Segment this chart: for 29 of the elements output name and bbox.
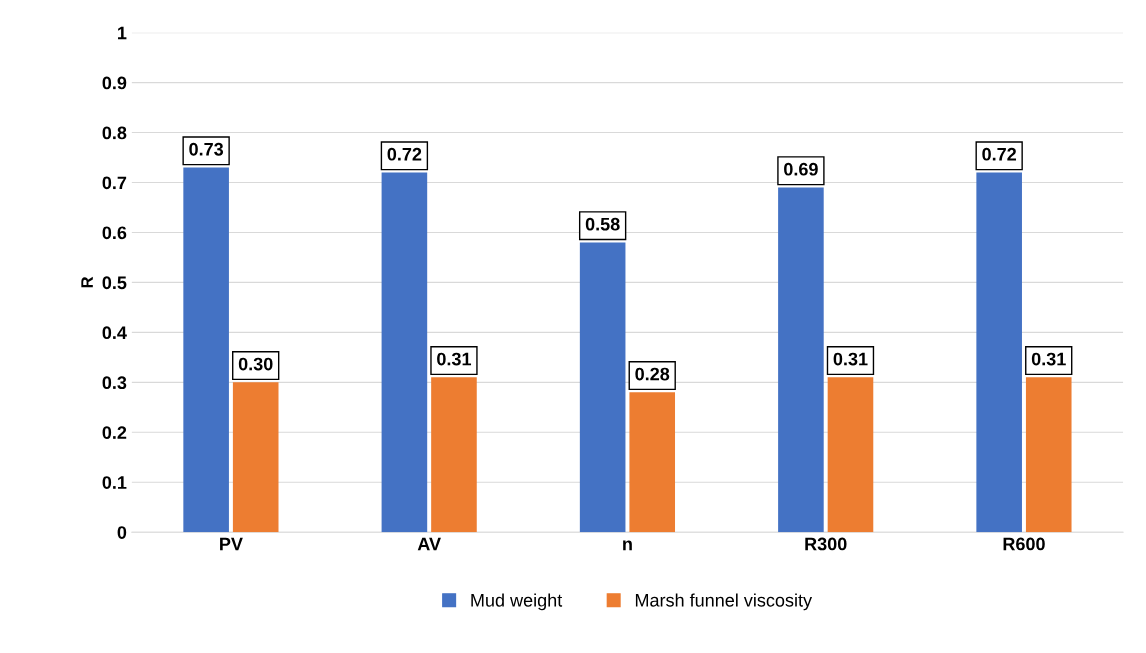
- legend-label: Marsh funnel viscosity: [635, 593, 813, 611]
- data-label: 0.31: [833, 352, 868, 366]
- data-label: 0.28: [635, 367, 670, 381]
- data-label: 0.31: [1031, 352, 1066, 366]
- x-tick-label: AV: [417, 537, 441, 551]
- data-label: 0.73: [189, 142, 224, 156]
- y-tick-label: 0.2: [102, 426, 127, 440]
- y-tick-label: 1: [118, 26, 127, 40]
- y-tick-label: 0.5: [102, 276, 127, 290]
- data-label: 0.31: [437, 352, 472, 366]
- y-tick-label: 0.7: [102, 176, 127, 190]
- y-tick-label: 0.3: [102, 376, 127, 390]
- data-label: 0.72: [982, 147, 1017, 161]
- data-label: 0.58: [585, 217, 620, 231]
- x-tick-label: n: [623, 540, 632, 551]
- y-tick-label: 0.1: [102, 476, 127, 489]
- data-label: 0.30: [238, 357, 273, 371]
- data-label: 0.69: [784, 162, 818, 176]
- y-tick-label: 0: [117, 526, 127, 539]
- x-tick-label: R300: [805, 537, 847, 551]
- y-tick-label: 0.4: [102, 326, 127, 340]
- data-label: 0.72: [387, 147, 422, 161]
- legend-label: Mud weight: [471, 593, 563, 611]
- x-tick-label: R600: [1003, 537, 1045, 551]
- y-tick-label: 0.9: [102, 76, 127, 90]
- y-tick-label: 0.8: [102, 126, 127, 140]
- y-axis-title: R: [81, 276, 93, 288]
- y-tick-label: 0.6: [102, 226, 127, 240]
- x-tick-label: PV: [220, 537, 243, 551]
